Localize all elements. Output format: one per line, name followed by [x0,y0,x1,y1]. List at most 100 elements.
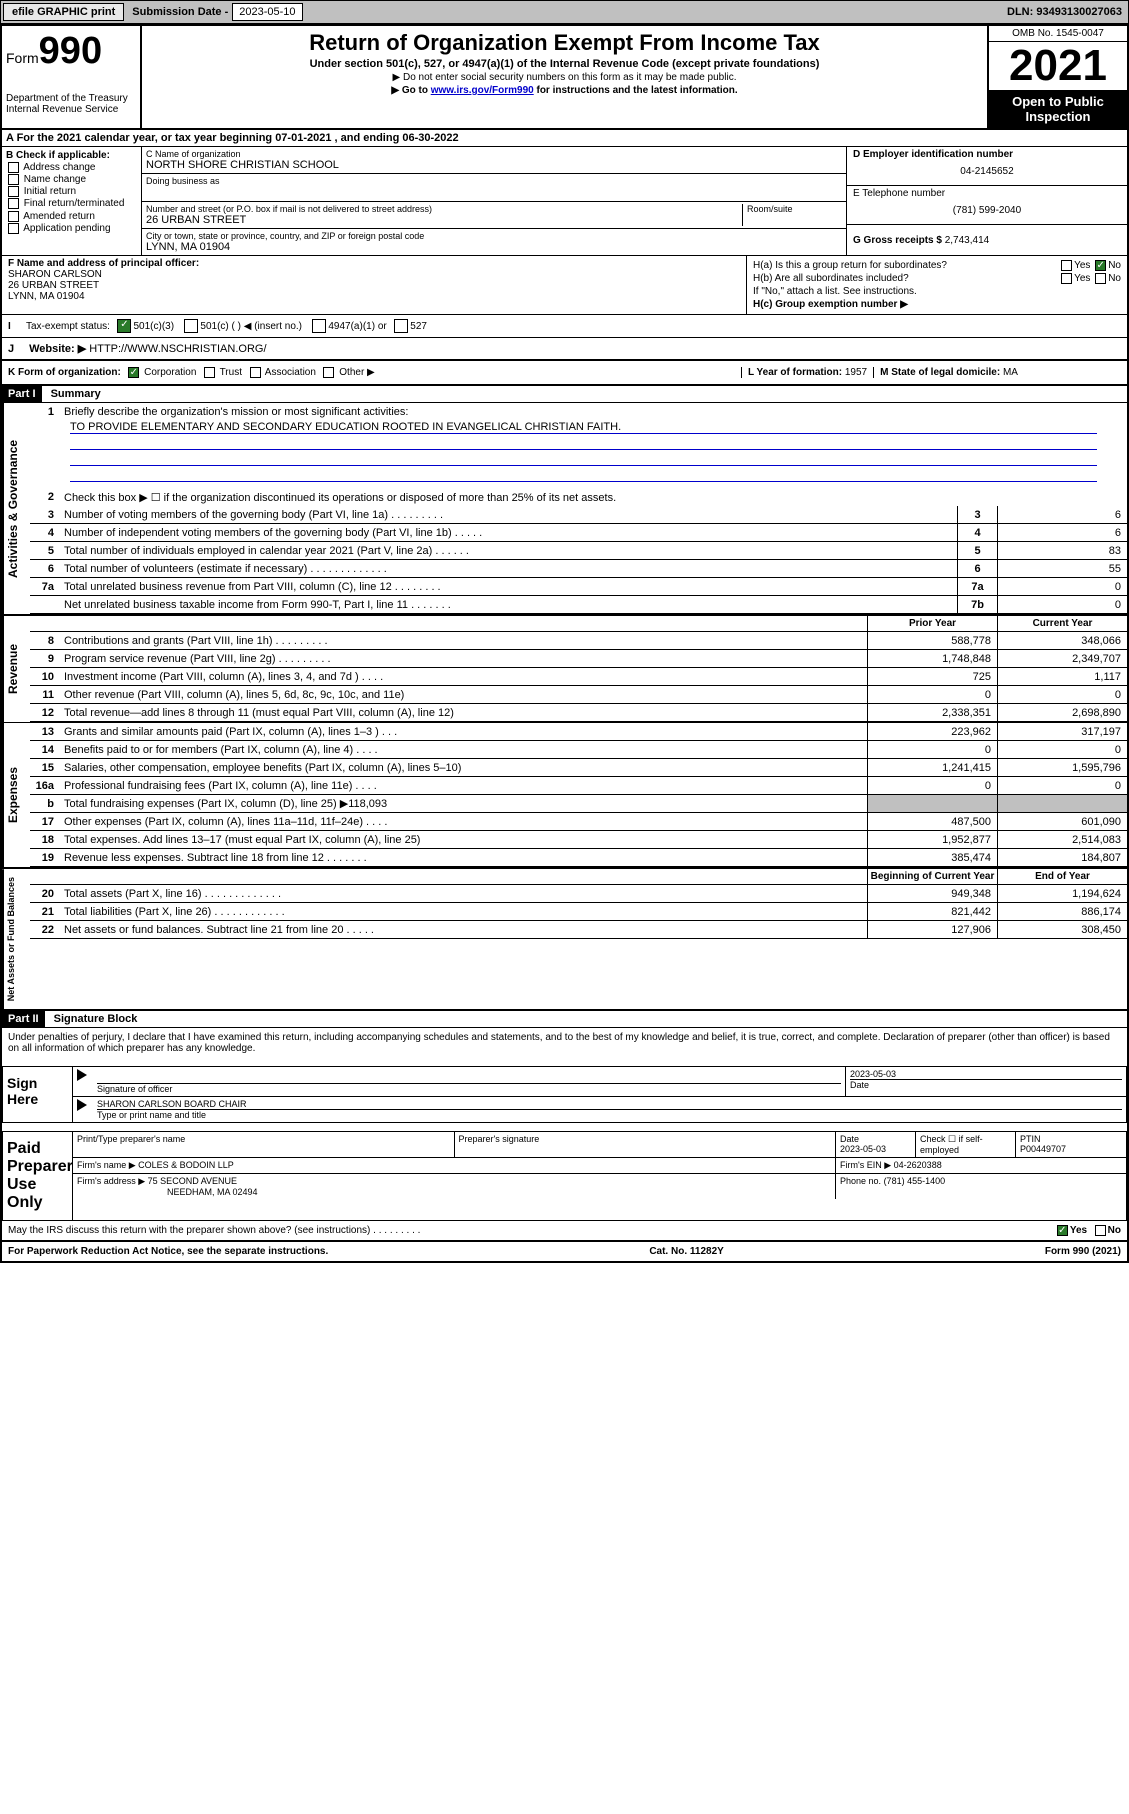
mission-blank [70,468,1097,482]
prior-value: 0 [867,686,997,703]
form-container: Form990 Department of the Treasury Inter… [0,24,1129,1263]
form-footer: Form 990 (2021) [1045,1246,1121,1257]
501c-checkbox[interactable] [184,319,198,333]
summary-line: Total revenue—add lines 8 through 11 (mu… [60,705,867,721]
prior-value: 2,338,351 [867,704,997,721]
city-label: City or town, state or province, country… [146,231,842,241]
officer-addr1: 26 URBAN STREET [8,280,740,291]
summary-line: Grants and similar amounts paid (Part IX… [60,724,867,740]
firm-phone: (781) 455-1400 [884,1176,946,1186]
summary-line: Total number of individuals employed in … [60,543,957,559]
prior-value: 223,962 [867,723,997,740]
current-value: 886,174 [997,903,1127,920]
hb-note: If "No," attach a list. See instructions… [753,286,1121,297]
checkbox-final-return-terminated[interactable] [8,198,19,209]
assoc-checkbox[interactable] [250,367,261,378]
current-value: 348,066 [997,632,1127,649]
arrow-icon [77,1069,87,1081]
summary-line: Other revenue (Part VIII, column (A), li… [60,687,867,703]
trust-checkbox[interactable] [204,367,215,378]
4947-checkbox[interactable] [312,319,326,333]
checkbox-initial-return[interactable] [8,186,19,197]
year-formation: 1957 [845,367,867,378]
q2-text: Check this box ▶ ☐ if the organization d… [60,489,1127,506]
arrow-icon [77,1099,87,1111]
submission-date: 2023-05-10 [232,3,302,21]
city-state-zip: LYNN, MA 01904 [146,241,842,253]
ptin: P00449707 [1020,1144,1122,1154]
begin-year-hdr: Beginning of Current Year [867,869,997,884]
discuss-no-checkbox[interactable] [1095,1225,1106,1236]
checkbox-application-pending[interactable] [8,223,19,234]
prep-name-hdr: Print/Type preparer's name [73,1132,455,1157]
summary-line: Revenue less expenses. Subtract line 18 … [60,850,867,866]
summary-line: Total expenses. Add lines 13–17 (must eq… [60,832,867,848]
line-value: 55 [997,560,1127,577]
prior-value: 588,778 [867,632,997,649]
527-checkbox[interactable] [394,319,408,333]
ha-yes-checkbox[interactable] [1061,260,1072,271]
discuss-yes-checkbox[interactable]: ✓ [1057,1225,1068,1236]
prep-sig-hdr: Preparer's signature [455,1132,837,1157]
officer-addr2: LYNN, MA 01904 [8,291,740,302]
checkbox-amended-return[interactable] [8,211,19,222]
prior-value: 1,952,877 [867,831,997,848]
prior-value: 0 [867,741,997,758]
checkbox-name-change[interactable] [8,174,19,185]
summary-line: Benefits paid to or for members (Part IX… [60,742,867,758]
corp-checkbox[interactable]: ✓ [128,367,139,378]
side-governance: Activities & Governance [2,403,30,614]
street-address: 26 URBAN STREET [146,214,742,226]
goto-note: ▶ Go to www.irs.gov/Form990 for instruct… [146,85,983,96]
line-value: 6 [997,524,1127,541]
summary-line: Total liabilities (Part X, line 26) . . … [60,904,867,920]
ein-label: D Employer identification number [853,149,1013,160]
hc-label: H(c) Group exemption number ▶ [753,299,908,310]
part2-header: Part II [2,1011,45,1027]
officer-name: SHARON CARLSON [8,269,740,280]
omb-number: OMB No. 1545-0047 [989,26,1127,42]
hb-no-checkbox[interactable] [1095,273,1106,284]
501c3-checkbox[interactable]: ✓ [117,319,131,333]
summary-line: Program service revenue (Part VIII, line… [60,651,867,667]
sign-here-label: Sign Here [3,1067,73,1122]
summary-line: Net unrelated business taxable income fr… [60,597,957,613]
open-inspection: Open to Public Inspection [989,90,1127,128]
current-value: 0 [997,686,1127,703]
line-box: 5 [957,542,997,559]
tel-label: E Telephone number [853,188,1121,199]
form-title: Return of Organization Exempt From Incom… [146,30,983,56]
end-year-hdr: End of Year [997,869,1127,884]
name-label: Type or print name and title [97,1109,1122,1120]
ein-value: 04-2145652 [853,160,1121,183]
part1-header: Part I [2,386,42,402]
prep-date: 2023-05-03 [840,1144,911,1154]
current-value: 2,698,890 [997,704,1127,721]
gross-label: G Gross receipts $ [853,235,942,246]
firm-addr1: 75 SECOND AVENUE [148,1176,237,1186]
prior-year-hdr: Prior Year [867,616,997,631]
firm-ein: 04-2620388 [894,1160,942,1170]
summary-line: Investment income (Part VIII, column (A)… [60,669,867,685]
mission-blank [70,452,1097,466]
paperwork-notice: For Paperwork Reduction Act Notice, see … [8,1246,328,1257]
line-value: 0 [997,578,1127,595]
efile-print-button[interactable]: efile GRAPHIC print [3,3,124,21]
summary-line: Contributions and grants (Part VIII, lin… [60,633,867,649]
current-value: 317,197 [997,723,1127,740]
side-expenses: Expenses [2,723,30,867]
current-value: 184,807 [997,849,1127,866]
current-value: 0 [997,741,1127,758]
form-number: Form990 [6,30,136,73]
checkbox-address-change[interactable] [8,162,19,173]
q1-text: Briefly describe the organization's miss… [60,404,1127,420]
website-row: J Website: ▶ HTTP://WWW.NSCHRISTIAN.ORG/ [2,338,1127,361]
prior-value: 487,500 [867,813,997,830]
other-checkbox[interactable] [323,367,334,378]
k-label: K Form of organization: [8,367,121,378]
tax-year-line: A For the 2021 calendar year, or tax yea… [2,130,1127,147]
ha-no-checkbox[interactable]: ✓ [1095,260,1106,271]
line-box: 6 [957,560,997,577]
irs-link[interactable]: www.irs.gov/Form990 [431,85,534,96]
hb-yes-checkbox[interactable] [1061,273,1072,284]
